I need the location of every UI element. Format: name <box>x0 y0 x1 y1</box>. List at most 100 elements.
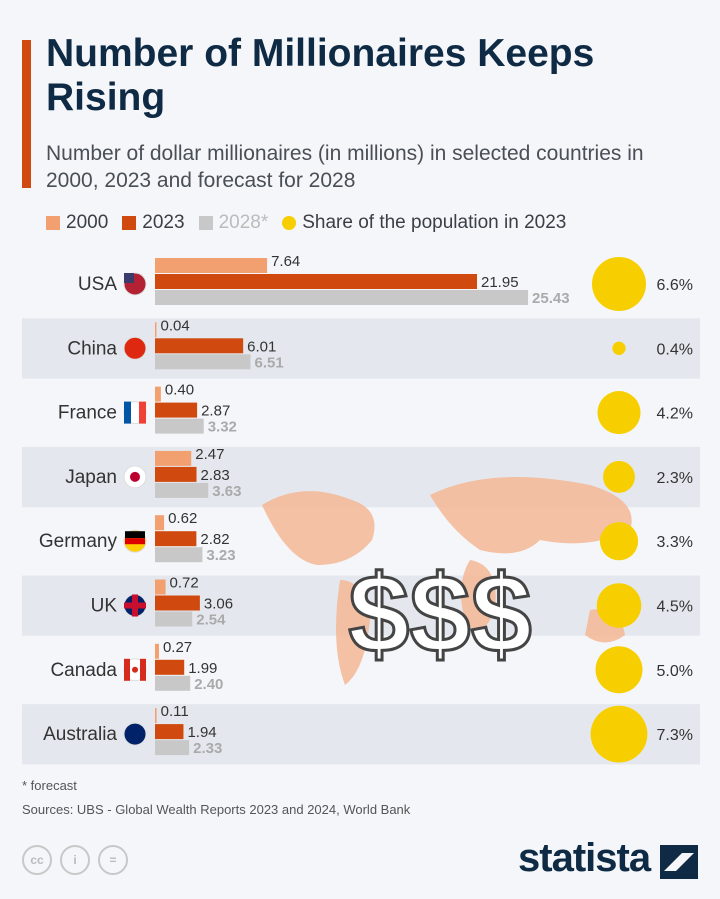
chart-row-germany: Germany 0.622.823.23 3.3% <box>39 510 693 564</box>
share-bubble <box>596 583 642 628</box>
legend-label: 2000 <box>66 212 109 233</box>
footnote: * forecast <box>22 778 77 793</box>
data-label: 0.72 <box>170 575 199 592</box>
data-label: 0.04 <box>161 317 190 334</box>
data-label: 25.43 <box>532 290 570 307</box>
share-label: 4.2% <box>657 406 693 423</box>
data-label: 3.06 <box>204 596 233 613</box>
bar-2023-australia <box>155 724 184 740</box>
data-label: 2.54 <box>196 612 226 629</box>
share-label: 6.6% <box>657 277 693 294</box>
statista-logo-mark <box>660 845 698 879</box>
bar-2000-france <box>155 386 161 402</box>
uk-flag-icon <box>123 594 147 617</box>
cc-icon: cc <box>22 845 52 875</box>
france-flag-icon <box>123 401 147 425</box>
bar-2028-usa <box>155 290 529 305</box>
bar-2023-germany <box>155 531 197 547</box>
bar-2023-france <box>155 402 198 418</box>
bar-2028-france <box>155 418 204 434</box>
data-label: 2.33 <box>193 740 222 757</box>
canada-flag-icon <box>123 658 147 682</box>
data-label: 2.83 <box>201 467 230 484</box>
flag-part <box>124 401 131 424</box>
category-label: USA <box>78 274 117 295</box>
bar-2023-usa <box>155 274 478 289</box>
data-label: 2.47 <box>195 446 224 463</box>
flag-part <box>124 273 134 283</box>
statista-logo: statista <box>518 836 651 880</box>
bar-2028-japan <box>155 482 209 498</box>
share-bubble <box>603 460 635 493</box>
license-icons: cc i = <box>22 845 128 875</box>
us-flag-icon <box>123 272 147 296</box>
nd-icon: = <box>98 845 128 875</box>
sources: Sources: UBS - Global Wealth Reports 202… <box>22 802 411 817</box>
flag-part <box>130 471 140 482</box>
bar-2000-australia <box>155 708 157 724</box>
bar-2000-germany <box>155 515 165 531</box>
continent-shape <box>461 560 496 631</box>
share-label: 5.0% <box>657 663 693 680</box>
data-label: 1.94 <box>187 724 216 741</box>
legend-2023: 2023 <box>122 212 185 234</box>
bar-2023-uk <box>155 595 200 611</box>
flag-part <box>125 531 145 539</box>
share-bubble <box>599 522 639 561</box>
bar-2000-japan <box>155 450 192 466</box>
share-bubble <box>592 257 646 311</box>
share-label: 0.4% <box>657 341 693 358</box>
legend-dot <box>282 216 297 230</box>
legend-2000: 2000 <box>46 212 108 234</box>
bar-2000-uk <box>155 579 166 595</box>
share-label: 4.5% <box>657 599 693 616</box>
flag-part <box>140 658 146 681</box>
share-bubble <box>590 705 648 763</box>
continent-shape <box>430 477 632 554</box>
legend-label: 2023 <box>142 212 185 233</box>
bar-2028-uk <box>155 611 193 627</box>
china-flag-icon <box>123 336 147 360</box>
data-label: 2.87 <box>201 403 230 420</box>
bar-2023-china <box>155 338 244 354</box>
share-label: 7.3% <box>657 727 693 744</box>
bar-2023-canada <box>155 659 185 675</box>
world-map-illustration <box>262 477 632 685</box>
flag-circle <box>123 336 147 360</box>
share-label: 2.3% <box>657 470 693 487</box>
data-label: 0.62 <box>168 510 197 527</box>
bar-2028-australia <box>155 740 190 756</box>
bar-2023-japan <box>155 466 197 482</box>
data-label: 1.99 <box>188 660 217 677</box>
flag-part <box>125 538 145 545</box>
chart-row-france: France 0.40 2.873.32 4.2% <box>58 382 693 436</box>
legend-label: 2028* <box>218 212 269 233</box>
legend-label: Share of the population in 2023 <box>302 212 567 233</box>
data-label: 7.64 <box>271 253 300 270</box>
australia-flag-icon <box>123 722 147 746</box>
category-label: China <box>67 338 117 359</box>
category-label: Japan <box>65 467 117 488</box>
data-label: 3.32 <box>208 419 237 436</box>
data-label: 3.63 <box>212 483 241 500</box>
bar-2000-china <box>155 322 157 338</box>
legend-swatch <box>198 216 213 230</box>
by-icon: i <box>60 845 90 875</box>
legend: 2000 2023 2028* Share of the population … <box>46 212 566 234</box>
chart-row-uk: UK 0.72 3.062.54 4.5% <box>91 575 693 629</box>
accent-bar <box>22 40 31 188</box>
legend-swatch <box>122 216 137 230</box>
dollar-signs-illustration: $$$ <box>348 553 532 676</box>
flag-part <box>132 594 138 617</box>
chart-title: Number of Millionaires Keeps Rising <box>46 32 595 119</box>
legend-share: Share of the population in 2023 <box>282 212 566 234</box>
bar-2000-canada <box>155 643 159 659</box>
chart-row-australia: Australia 0.11 1.942.33 7.3% <box>43 703 693 763</box>
legend-2028: 2028* <box>198 212 269 234</box>
category-label: France <box>58 403 117 424</box>
chart-row-usa: USA 7.64 21.95 25.43 6.6% <box>78 253 693 311</box>
data-label: 2.40 <box>194 676 223 693</box>
data-label: 0.40 <box>165 382 194 399</box>
flag-circle <box>123 722 147 746</box>
